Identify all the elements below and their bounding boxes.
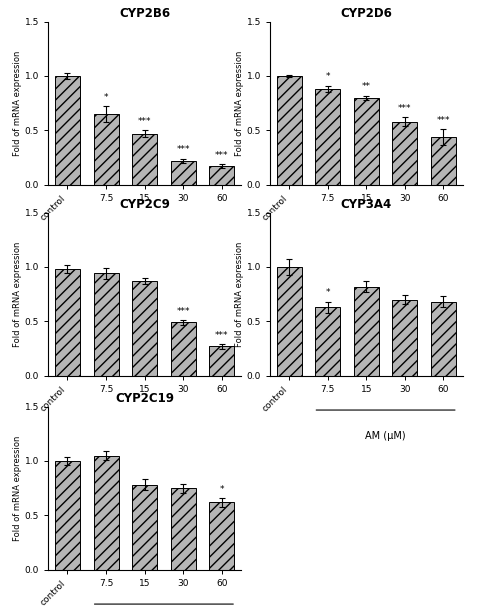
Bar <box>132 281 157 376</box>
Title: CYP2B6: CYP2B6 <box>119 7 170 20</box>
Bar <box>209 346 234 376</box>
Title: CYP3A4: CYP3A4 <box>341 198 392 211</box>
Bar <box>354 286 379 376</box>
Text: ***: *** <box>215 331 228 340</box>
Bar <box>132 485 157 570</box>
Bar <box>431 137 456 185</box>
Y-axis label: Fold of mRNA expression: Fold of mRNA expression <box>235 51 244 156</box>
Bar <box>171 322 196 376</box>
Bar <box>94 114 119 185</box>
Bar <box>132 134 157 185</box>
Y-axis label: Fold of mRNA expression: Fold of mRNA expression <box>13 436 22 541</box>
Bar <box>55 76 80 185</box>
Bar <box>94 455 119 570</box>
Y-axis label: Fold of mRNA expression: Fold of mRNA expression <box>235 241 244 347</box>
Bar <box>354 98 379 185</box>
Text: ***: *** <box>176 145 190 155</box>
Text: *: * <box>219 485 224 493</box>
Bar <box>209 166 234 185</box>
Bar <box>55 461 80 570</box>
Text: AM (μM): AM (μM) <box>144 240 184 250</box>
Text: AM (μM): AM (μM) <box>144 431 184 441</box>
Bar <box>171 161 196 185</box>
Text: AM (μM): AM (μM) <box>365 431 406 441</box>
Title: CYP2C19: CYP2C19 <box>115 392 174 405</box>
Bar <box>171 488 196 570</box>
Bar <box>277 76 302 185</box>
Y-axis label: Fold of mRNA expression: Fold of mRNA expression <box>13 241 22 347</box>
Text: ***: *** <box>176 307 190 316</box>
Bar <box>94 274 119 376</box>
Bar <box>55 269 80 376</box>
Text: ***: *** <box>398 104 412 113</box>
Text: *: * <box>325 73 330 81</box>
Bar <box>277 267 302 376</box>
Text: AM (μM): AM (μM) <box>365 240 406 250</box>
Text: *: * <box>104 93 108 102</box>
Y-axis label: Fold of mRNA expression: Fold of mRNA expression <box>13 51 22 156</box>
Bar <box>315 307 340 376</box>
Text: ***: *** <box>437 116 450 125</box>
Text: *: * <box>325 288 330 298</box>
Bar <box>209 502 234 570</box>
Bar <box>315 89 340 185</box>
Bar <box>392 299 417 376</box>
Bar <box>392 122 417 185</box>
Text: ***: *** <box>138 117 151 126</box>
Bar <box>431 302 456 376</box>
Title: CYP2D6: CYP2D6 <box>340 7 392 20</box>
Text: ***: *** <box>215 151 228 160</box>
Text: **: ** <box>362 82 371 91</box>
Title: CYP2C9: CYP2C9 <box>119 198 170 211</box>
